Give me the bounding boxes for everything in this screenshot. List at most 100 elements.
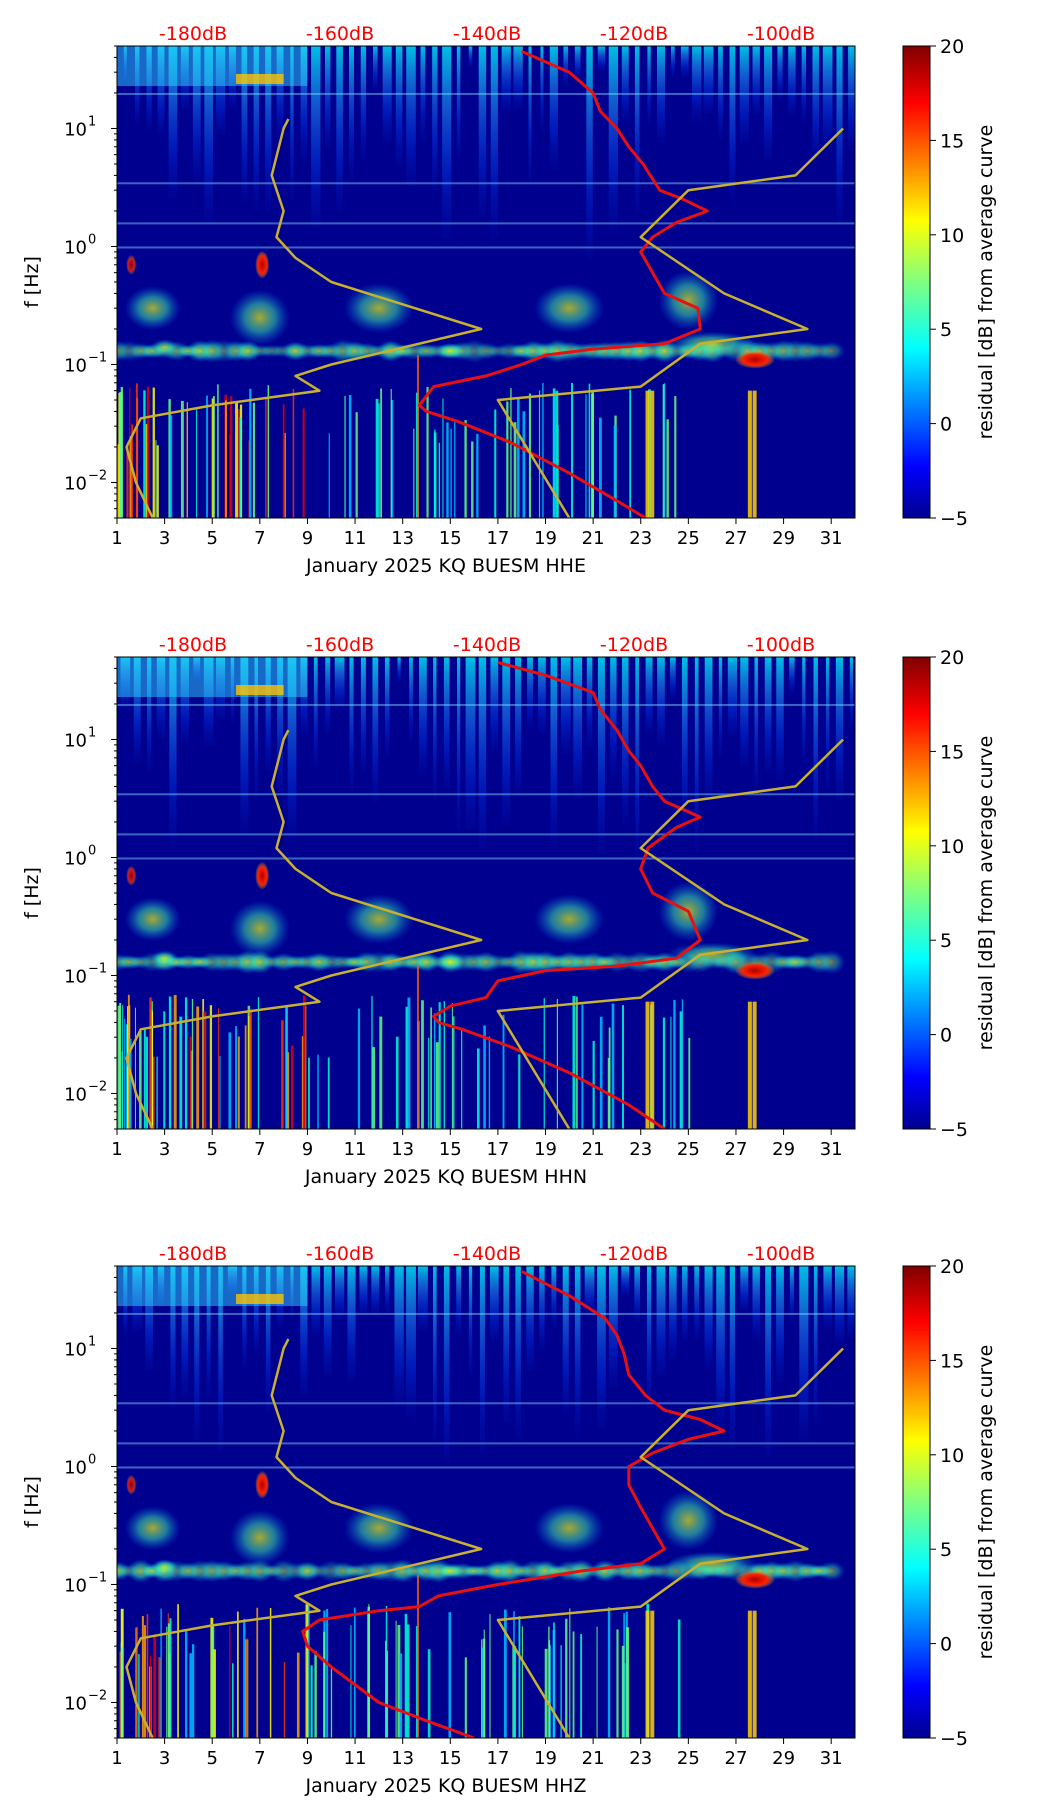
db-scale-label: -100dB — [747, 1243, 815, 1265]
noise-model-curve — [496, 1347, 844, 1738]
noise-band — [586, 46, 593, 259]
transient-spike — [613, 425, 617, 518]
y-tick-label: 10 — [64, 1457, 87, 1478]
transient-spike — [355, 412, 358, 518]
noise-band — [598, 657, 605, 855]
noise-band — [336, 46, 343, 212]
transient-spike — [572, 1631, 575, 1738]
y-tick-label: 10 — [64, 1575, 87, 1596]
average-psd-curve — [301, 1270, 726, 1738]
transient-spike — [239, 417, 242, 518]
db-scale-label: -180dB — [159, 23, 227, 45]
transient-spike — [189, 1036, 192, 1129]
y-tick-exponent: 0 — [88, 232, 96, 247]
energy-blob — [229, 289, 290, 346]
energy-blob — [434, 1563, 467, 1580]
noise-model-curve — [496, 738, 844, 1129]
noise-band — [621, 46, 629, 122]
noise-band — [802, 657, 806, 763]
transient-spike — [243, 1618, 246, 1738]
noise-band — [849, 657, 854, 731]
noise-band — [169, 657, 177, 845]
hot-spot — [255, 1470, 270, 1499]
y-tick-label: 10 — [64, 119, 87, 140]
noise-band — [799, 1266, 809, 1442]
transient-spike — [218, 1008, 220, 1129]
transient-spike — [464, 1657, 467, 1738]
transient-spike — [290, 1045, 294, 1129]
noise-band — [621, 1266, 630, 1296]
transient-spike — [282, 404, 285, 518]
transient-spike — [662, 384, 666, 518]
transient-spike — [323, 1631, 326, 1738]
x-tick-label: 3 — [159, 528, 170, 549]
colorbar-label: residual [dB] from average curve — [975, 736, 997, 1051]
transient-spike — [629, 389, 632, 518]
transient-spike — [375, 398, 379, 518]
transient-spike — [145, 1036, 149, 1129]
energy-blob — [124, 1506, 181, 1551]
transient-spike — [326, 1608, 329, 1738]
transient-spike — [121, 1051, 123, 1129]
noise-band — [382, 46, 392, 144]
transient-spike — [673, 999, 676, 1129]
transient-spike — [621, 1645, 625, 1738]
noise-band — [372, 657, 379, 802]
transient-spike — [155, 440, 157, 518]
noise-band — [563, 46, 569, 87]
noise-band — [265, 46, 272, 212]
y-axis-label: f [Hz] — [21, 256, 43, 308]
noise-band — [145, 1266, 154, 1371]
noise-band — [371, 1266, 380, 1316]
noise-model-curve — [496, 127, 844, 518]
transient-spike — [237, 1611, 239, 1738]
y-tick-exponent: −1 — [88, 961, 107, 976]
noise-band — [718, 46, 723, 138]
transient-spike — [513, 422, 517, 518]
noise-band — [539, 1266, 545, 1351]
x-tick-label: 29 — [772, 1139, 795, 1160]
x-tick-label: 9 — [302, 528, 313, 549]
colorbar-label: residual [dB] from average curve — [975, 1345, 997, 1660]
noise-band — [465, 657, 476, 830]
transient-spike — [413, 428, 415, 518]
noise-band — [777, 46, 783, 100]
transient-spike — [517, 398, 520, 518]
microseism-blob — [817, 1561, 846, 1581]
x-tick-label: 19 — [534, 528, 557, 549]
transient-spike — [581, 1004, 584, 1129]
transient-spike — [438, 442, 441, 518]
noise-band — [729, 46, 736, 201]
transient-spike — [650, 1001, 655, 1129]
transient-spike — [139, 1031, 142, 1129]
noise-band — [203, 657, 214, 746]
transient-spike — [542, 383, 544, 518]
transient-spike — [143, 1625, 146, 1738]
noise-band — [478, 46, 487, 218]
transient-spike — [219, 1055, 221, 1129]
transient-spike — [502, 1014, 505, 1129]
x-tick-label: 11 — [344, 1748, 367, 1769]
x-tick-label: 11 — [344, 528, 367, 549]
x-tick-label: 15 — [439, 528, 462, 549]
transient-spike — [513, 1645, 517, 1738]
y-tick-label: 10 — [64, 966, 87, 987]
y-tick-exponent: −1 — [88, 1570, 107, 1585]
x-tick-label: 29 — [772, 528, 795, 549]
energy-blob — [534, 1503, 605, 1554]
transient-spike — [452, 1016, 455, 1129]
noise-band — [311, 46, 321, 229]
db-scale-label: -180dB — [159, 634, 227, 656]
transient-spike — [664, 382, 666, 518]
transient-spike — [168, 399, 171, 518]
transient-spike — [607, 1607, 611, 1738]
transient-spike — [302, 408, 305, 518]
noise-band — [656, 46, 665, 142]
transient-spike — [386, 1650, 389, 1738]
transient-spike — [443, 1001, 446, 1129]
transient-spike — [557, 425, 559, 518]
persistent-line — [416, 1575, 419, 1738]
transient-spike — [265, 397, 267, 518]
transient-spike — [328, 433, 330, 518]
